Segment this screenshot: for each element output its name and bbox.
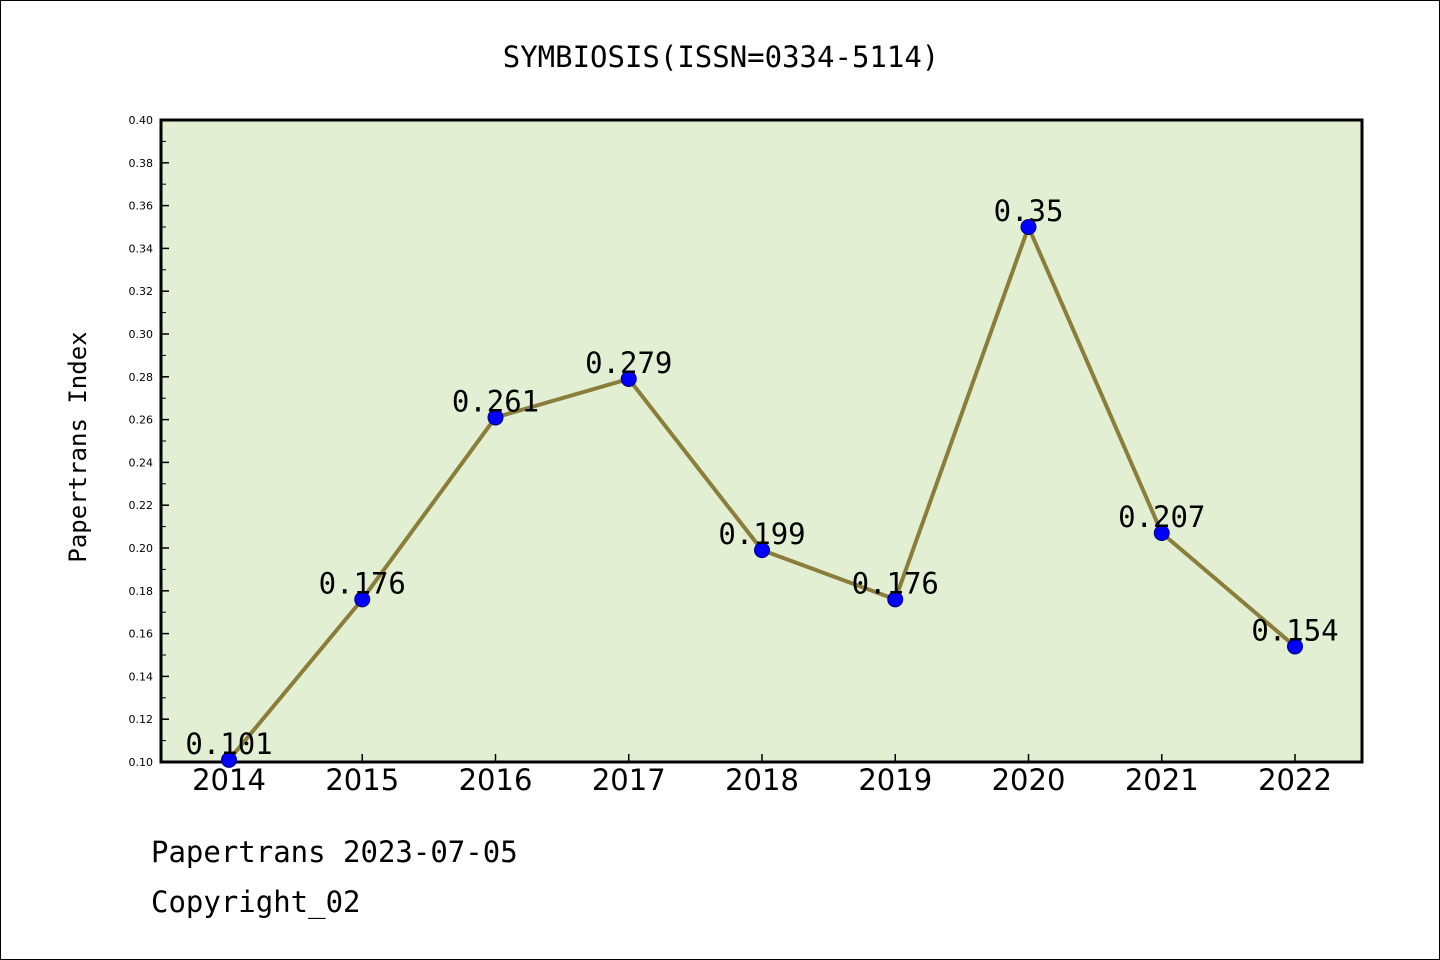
y-tick-label: 0.40 <box>129 114 154 127</box>
data-point <box>754 542 770 559</box>
x-tick-label: 2019 <box>858 763 932 797</box>
y-axis-label: Papertrans Index <box>64 331 92 562</box>
chart-title: SYMBIOSIS(ISSN=0334-5114) <box>503 40 940 74</box>
data-label: 0.35 <box>994 194 1064 228</box>
y-axis: 0.10 0.12 0.14 0.16 0.18 0.20 0.22 0.24 0.26 0.28… <box>129 114 169 769</box>
y-tick-label: 0.30 <box>129 328 154 341</box>
x-axis: 2014 2015 2016 2017 2018 2019 2020 2021 2022 <box>192 754 1332 797</box>
x-tick-label: 2014 <box>192 763 266 797</box>
data-label: 0.176 <box>319 566 406 600</box>
y-tick-label: 0.18 <box>129 585 154 598</box>
y-tick-label: 0.24 <box>129 456 154 469</box>
x-tick-label: 2015 <box>325 763 399 797</box>
y-tick-label: 0.20 <box>129 542 154 555</box>
x-tick-label: 2018 <box>725 763 799 797</box>
y-tick-label: 0.32 <box>129 285 154 298</box>
data-point <box>620 370 637 387</box>
data-label: 0.101 <box>185 727 272 761</box>
data-label: 0.199 <box>718 517 805 551</box>
y-tick-label: 0.36 <box>129 200 154 213</box>
y-tick-label: 0.10 <box>129 756 154 769</box>
data-point <box>1153 525 1170 542</box>
x-tick-label: 2016 <box>459 763 533 797</box>
data-label: 0.154 <box>1251 613 1338 647</box>
x-tick-label: 2021 <box>1125 763 1199 797</box>
data-point <box>354 591 371 608</box>
y-tick-label: 0.28 <box>129 371 154 384</box>
y-tick-label: 0.38 <box>129 157 154 170</box>
data-point <box>221 751 237 768</box>
y-tick-label: 0.22 <box>129 499 154 512</box>
footer-copyright: Copyright_02 <box>151 885 361 919</box>
y-tick-label: 0.34 <box>129 242 154 255</box>
series-layer: 0.101 0.176 0.261 0.279 0.199 0.176 0.35 0.207 0… <box>185 194 1339 768</box>
data-label: 0.207 <box>1118 500 1205 534</box>
y-tick-label: 0.12 <box>129 713 154 726</box>
footer-date-line: Papertrans 2023-07-05 <box>151 835 518 869</box>
data-point <box>887 591 904 608</box>
data-point <box>487 409 504 426</box>
data-label: 0.279 <box>585 346 672 380</box>
x-tick-label: 2022 <box>1258 763 1332 797</box>
data-point <box>1020 219 1037 235</box>
y-tick-label: 0.26 <box>129 414 154 427</box>
y-tick-label: 0.14 <box>129 670 154 683</box>
data-label: 0.261 <box>452 384 539 418</box>
plot-area <box>159 118 1364 764</box>
y-tick-label: 0.16 <box>129 628 154 641</box>
data-label: 0.176 <box>852 566 939 600</box>
data-point <box>1287 638 1303 655</box>
x-tick-label: 2020 <box>992 763 1066 797</box>
x-tick-label: 2017 <box>592 763 666 797</box>
